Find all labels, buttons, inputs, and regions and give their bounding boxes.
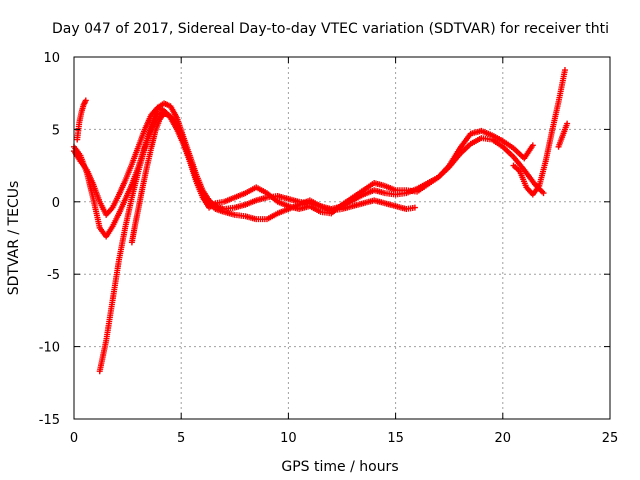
x-tick-label: 25 bbox=[602, 431, 619, 446]
series-satellite-pass-4 bbox=[128, 110, 185, 246]
x-axis-label: GPS time / hours bbox=[281, 459, 398, 475]
series-satellite-pass-2 bbox=[71, 100, 547, 240]
series-satellite-pass-6 bbox=[510, 67, 568, 198]
plot-data bbox=[71, 67, 571, 375]
data-point-marker bbox=[529, 142, 536, 149]
x-tick-label: 15 bbox=[387, 431, 404, 446]
data-point-marker bbox=[178, 132, 185, 139]
data-point-marker bbox=[411, 204, 418, 211]
x-tick-label: 20 bbox=[495, 431, 512, 446]
data-point-marker bbox=[82, 97, 89, 104]
y-tick-label: -15 bbox=[39, 413, 60, 428]
axis-ticks: 0 5 10 15 20 25 -15 -10 -5 0 5 10 bbox=[39, 51, 619, 446]
data-point-marker bbox=[540, 190, 547, 197]
y-tick-label: 10 bbox=[43, 51, 60, 66]
chart-title: Day 047 of 2017, Sidereal Day-to-day VTE… bbox=[52, 21, 609, 37]
y-axis-label: SDTVAR / TECUs bbox=[6, 181, 22, 296]
data-point-marker bbox=[564, 120, 571, 127]
series-satellite-pass-3 bbox=[96, 109, 536, 375]
x-tick-label: 5 bbox=[177, 431, 185, 446]
y-tick-label: -5 bbox=[47, 268, 60, 283]
x-tick-label: 10 bbox=[280, 431, 297, 446]
series-satellite-pass-7 bbox=[555, 120, 571, 150]
grid bbox=[74, 57, 610, 419]
series-satellite-pass-5 bbox=[74, 97, 89, 143]
x-tick-label: 0 bbox=[70, 431, 78, 446]
y-tick-label: 0 bbox=[52, 196, 60, 211]
data-point-marker bbox=[561, 67, 568, 74]
plot-frame bbox=[73, 56, 611, 420]
y-tick-label: -10 bbox=[39, 341, 60, 356]
y-tick-label: 5 bbox=[52, 123, 60, 138]
